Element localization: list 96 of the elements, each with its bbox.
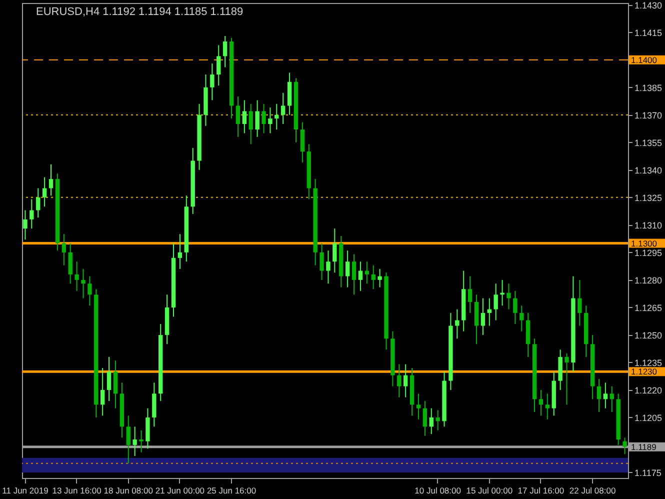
y-tick-label: 1.1310 [634,220,662,230]
candlestick [352,254,356,296]
x-tick-label: 18 Jun 08:00 [104,486,154,496]
x-tick-label: 15 Jul 00:00 [466,486,513,496]
candlestick [255,100,260,138]
candlestick [596,378,602,412]
candlestick [455,308,460,340]
ref-line-label: 1.1230 [631,366,658,377]
x-tick-label: 22 Jul 08:00 [569,486,616,496]
chart-title: EURUSD,H4 1.1192 1.1194 1.1185 1.1189 [36,6,244,18]
y-tick-label: 1.1370 [634,110,662,120]
y-tick-label: 1.1205 [634,412,662,423]
candlestick [345,250,350,288]
candlestick [216,44,221,86]
candlestick [42,176,47,208]
y-tick-label: 1.1235 [634,358,662,368]
candlestick [81,268,86,299]
candlestick [538,389,544,416]
candlestick [578,279,582,326]
candlestick [397,364,402,398]
y-tick-label: 1.1295 [634,248,662,258]
candlestick [281,92,286,125]
candlestick [146,408,150,450]
candlestick [558,349,562,390]
candlestick [526,312,530,358]
candlestick [371,264,376,290]
candlestick [403,364,408,398]
candlestick [36,188,40,218]
candlestick [603,382,608,409]
candlestick [30,198,34,230]
y-tick-label: 1.1280 [634,275,662,286]
candlestick [506,283,511,310]
x-tick-label: 17 Jul 16:00 [518,486,564,496]
y-tick-label: 1.1325 [634,192,662,203]
y-tick-label: 1.1250 [634,330,662,340]
candlestick [236,96,240,138]
candlestick [610,386,614,412]
ref-line-label: 1.1300 [631,238,658,248]
candlestick [468,276,472,314]
y-tick-label: 1.1340 [634,165,662,176]
candlestick [487,298,492,326]
candlestick [564,352,569,406]
candlestick [222,36,228,68]
candlestick [326,250,330,284]
candlestick [358,261,363,292]
candlestick [545,393,550,420]
x-tick-label: 11 Jun 2019 [2,486,49,496]
y-tick-label: 1.1355 [634,138,662,148]
x-tick-label: 13 Jun 16:00 [52,486,102,496]
candlestick [364,261,369,284]
x-tick-label: 21 Jun 00:00 [155,486,205,496]
candlestick [248,103,253,145]
candlestick [378,268,382,288]
candlestick [88,276,92,306]
x-tick-label: 10 Jul 08:00 [414,486,462,496]
candlestick [436,410,440,431]
y-tick-label: 1.1415 [634,28,662,38]
y-tick-label: 1.1220 [634,385,662,396]
candlestick [416,393,421,420]
candlestick [494,283,498,321]
candlestick [242,100,247,134]
candlestick [126,415,130,464]
candlestick [48,164,54,196]
candlestick [429,408,434,434]
candlestick [68,242,72,284]
candlestick [332,228,337,274]
candlestick [320,242,324,280]
x-tick-label: 25 Jun 16:00 [206,486,256,496]
candlestick [74,261,79,292]
candlestick [106,356,112,402]
candlestick [100,367,105,416]
candlestick [287,72,292,116]
candlestick [480,298,486,336]
candlestick [520,305,524,332]
candlestick [268,107,272,134]
candlestick [152,382,156,428]
candlestick [139,430,144,453]
candlestick [513,290,518,324]
candlestick [422,400,428,436]
candlestick [132,426,137,456]
ref-line-label: 1.1400 [631,54,658,65]
candlestick [23,210,28,240]
candlestick [178,234,182,270]
candlestick [274,103,279,130]
y-tick-label: 1.1175 [634,468,662,478]
candlestick [474,294,479,345]
candlestick [210,63,214,101]
candlestick [262,103,266,134]
candlestick [300,122,305,164]
ref-line-label: 1.1189 [631,442,657,452]
candlestick [62,234,66,266]
candlestick [622,437,627,455]
y-tick-label: 1.1430 [634,0,662,10]
y-tick-label: 1.1265 [634,302,662,313]
y-tick-label: 1.1385 [634,82,662,93]
candlestick [113,360,118,409]
